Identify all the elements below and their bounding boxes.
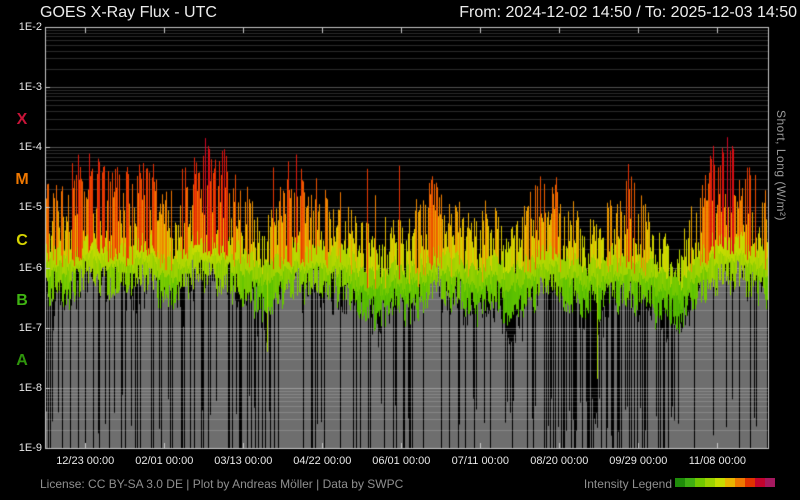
flare-class-c: C (16, 231, 28, 249)
x-tick-label: 07/11 00:00 (451, 455, 509, 467)
x-tick-label: 12/23 00:00 (56, 455, 115, 467)
right-axis-label: Short, Long (W/m²) (774, 110, 788, 222)
flare-class-x: X (16, 111, 28, 129)
legend-swatch (685, 478, 695, 487)
y-tick-label: 1E-6 (18, 261, 42, 274)
legend-swatch (695, 478, 705, 487)
x-tick-label: 04/22 00:00 (293, 455, 352, 467)
legend-swatch (735, 478, 745, 487)
y-tick-label: 1E-8 (18, 381, 42, 394)
x-tick-label: 02/01 00:00 (135, 455, 194, 467)
y-tick-label: 1E-5 (18, 201, 42, 214)
intensity-legend-colorbar (675, 478, 775, 487)
legend-swatch (675, 478, 685, 487)
y-tick-label: 1E-2 (18, 21, 42, 33)
legend-swatch (745, 478, 755, 487)
flare-class-b: B (16, 291, 28, 309)
legend-swatch (705, 478, 715, 487)
x-tick-label: 09/29 00:00 (609, 455, 668, 467)
y-tick-label: 1E-3 (18, 81, 42, 94)
y-tick-label: 1E-7 (18, 321, 42, 334)
license-text: License: CC BY-SA 3.0 DE | Plot by Andre… (40, 477, 404, 491)
flare-class-a: A (16, 351, 28, 369)
legend-swatch (715, 478, 725, 487)
time-range-label: From: 2024-12-02 14:50 / To: 2025-12-03 … (459, 4, 797, 21)
x-tick-label: 08/20 00:00 (530, 455, 589, 467)
legend-swatch (765, 478, 775, 487)
y-tick-label: 1E-9 (18, 442, 42, 454)
flare-class-m: M (15, 171, 29, 189)
page-title: GOES X-Ray Flux - UTC (40, 4, 217, 21)
x-tick-label: 06/01 00:00 (372, 455, 431, 467)
legend-swatch (725, 478, 735, 487)
x-tick-label: 11/08 00:00 (688, 455, 747, 467)
y-tick-label: 1E-4 (18, 141, 42, 154)
intensity-legend-label: Intensity Legend (583, 477, 672, 491)
x-tick-label: 03/13 00:00 (214, 455, 273, 467)
legend-swatch (755, 478, 765, 487)
